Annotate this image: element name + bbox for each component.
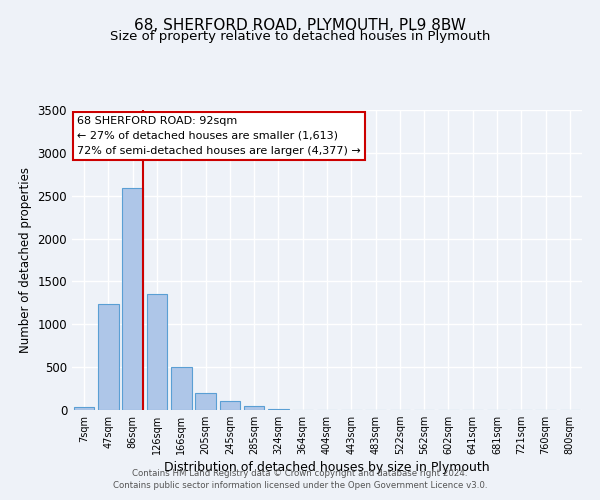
Bar bbox=[98, 304, 119, 410]
Text: 68 SHERFORD ROAD: 92sqm
← 27% of detached houses are smaller (1,613)
72% of semi: 68 SHERFORD ROAD: 92sqm ← 27% of detache… bbox=[77, 116, 361, 156]
Bar bbox=[146, 294, 167, 410]
Bar bbox=[268, 408, 289, 410]
X-axis label: Distribution of detached houses by size in Plymouth: Distribution of detached houses by size … bbox=[164, 462, 490, 474]
Bar bbox=[195, 393, 216, 410]
Bar bbox=[122, 188, 143, 410]
Text: 68, SHERFORD ROAD, PLYMOUTH, PL9 8BW: 68, SHERFORD ROAD, PLYMOUTH, PL9 8BW bbox=[134, 18, 466, 32]
Bar bbox=[244, 406, 265, 410]
Y-axis label: Number of detached properties: Number of detached properties bbox=[19, 167, 32, 353]
Bar bbox=[220, 400, 240, 410]
Text: Contains HM Land Registry data © Crown copyright and database right 2024.
Contai: Contains HM Land Registry data © Crown c… bbox=[113, 468, 487, 490]
Bar bbox=[74, 406, 94, 410]
Text: Size of property relative to detached houses in Plymouth: Size of property relative to detached ho… bbox=[110, 30, 490, 43]
Bar bbox=[171, 367, 191, 410]
